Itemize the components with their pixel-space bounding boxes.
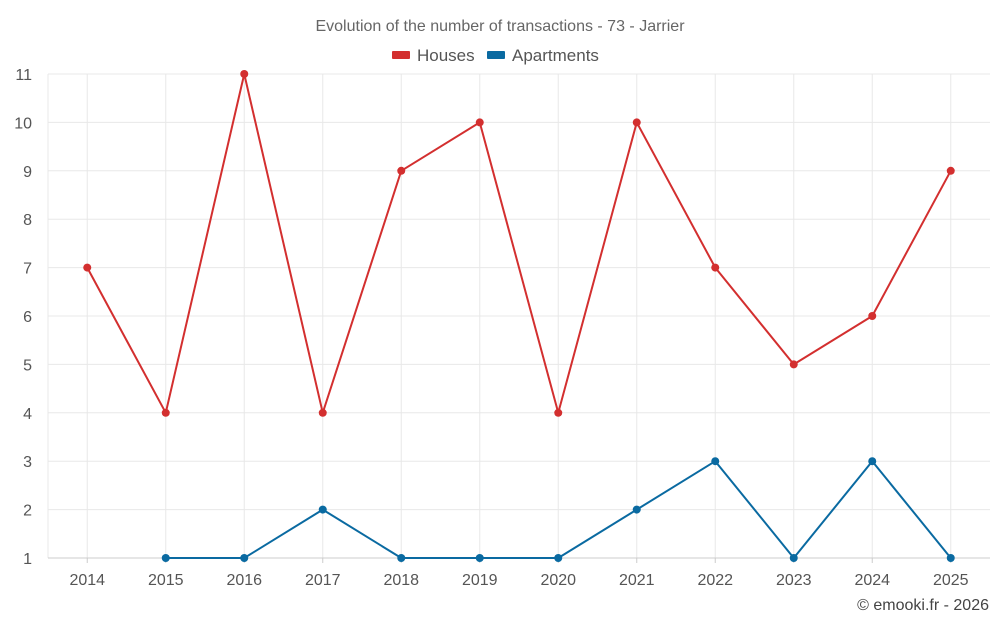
x-tick-label-2023: 2023 — [776, 572, 812, 589]
data-point-houses-2023[interactable] — [789, 360, 798, 369]
x-tick-label-2018: 2018 — [383, 572, 419, 589]
legend-label-apartments[interactable]: Apartments — [512, 46, 599, 65]
data-point-apartments-2025[interactable] — [946, 554, 955, 562]
y-tick-label-11: 11 — [15, 67, 32, 84]
data-point-houses-2025[interactable] — [946, 166, 955, 175]
data-point-apartments-2018[interactable] — [397, 554, 406, 562]
x-tick-label-2024: 2024 — [854, 572, 890, 589]
data-point-houses-2019[interactable] — [475, 118, 484, 127]
data-point-apartments-2022[interactable] — [711, 457, 720, 466]
legend-label-houses[interactable]: Houses — [417, 46, 475, 65]
x-tick-label-2019: 2019 — [462, 572, 498, 589]
data-point-houses-2018[interactable] — [397, 166, 406, 175]
legend-swatch-houses — [392, 51, 410, 59]
grid — [47, 73, 990, 558]
data-point-apartments-2016[interactable] — [240, 554, 249, 562]
series-line-houses — [86, 73, 952, 414]
x-tick-label-2016: 2016 — [226, 572, 262, 589]
y-tick-label-10: 10 — [14, 115, 32, 132]
credit-text: © emooki.fr - 2026 — [857, 597, 989, 614]
data-point-apartments-2017[interactable] — [318, 505, 327, 514]
y-tick-label-2: 2 — [23, 503, 32, 520]
series-group — [83, 70, 955, 562]
x-tick-label-2022: 2022 — [697, 572, 733, 589]
y-tick-label-5: 5 — [23, 357, 32, 374]
data-point-houses-2017[interactable] — [318, 408, 327, 417]
y-tick-label-4: 4 — [23, 406, 32, 423]
x-tick-label-2020: 2020 — [540, 572, 576, 589]
y-tick-label-1: 1 — [23, 551, 32, 568]
data-point-apartments-2015[interactable] — [161, 554, 170, 562]
legend-swatch-apartments — [487, 51, 505, 59]
data-point-houses-2021[interactable] — [632, 118, 641, 127]
y-tick-label-7: 7 — [23, 261, 32, 278]
data-point-apartments-2021[interactable] — [632, 505, 641, 514]
x-tick-label-2015: 2015 — [148, 572, 184, 589]
series-houses — [83, 70, 955, 417]
data-point-houses-2016[interactable] — [240, 70, 249, 78]
data-point-apartments-2023[interactable] — [789, 554, 798, 562]
chart-title: Evolution of the number of transactions … — [315, 18, 685, 35]
data-point-apartments-2019[interactable] — [475, 554, 484, 562]
x-tick-label-2025: 2025 — [933, 572, 969, 589]
data-point-apartments-2020[interactable] — [554, 554, 563, 562]
data-point-houses-2014[interactable] — [83, 263, 92, 272]
y-tick-label-3: 3 — [23, 454, 32, 471]
data-point-houses-2015[interactable] — [161, 408, 170, 417]
y-tick-label-6: 6 — [23, 309, 32, 326]
data-point-houses-2024[interactable] — [868, 312, 877, 320]
x-tick-label-2017: 2017 — [305, 572, 341, 589]
y-tick-label-9: 9 — [23, 164, 32, 181]
data-point-houses-2020[interactable] — [554, 408, 563, 417]
y-tick-label-8: 8 — [23, 212, 32, 229]
data-point-apartments-2024[interactable] — [868, 457, 877, 466]
x-tick-label-2014: 2014 — [69, 572, 105, 589]
y-axis-ticks: 1 2 3 4 5 6 7 8 9 10 11 — [14, 67, 32, 568]
x-axis-ticks: 2014 2015 2016 2017 2018 2019 2020 2021 2022 2023… — [69, 572, 968, 589]
x-tick-label-2021: 2021 — [619, 572, 655, 589]
series-apartments — [161, 457, 955, 562]
data-point-houses-2022[interactable] — [711, 263, 720, 272]
legend: Houses Apartments — [392, 46, 599, 65]
